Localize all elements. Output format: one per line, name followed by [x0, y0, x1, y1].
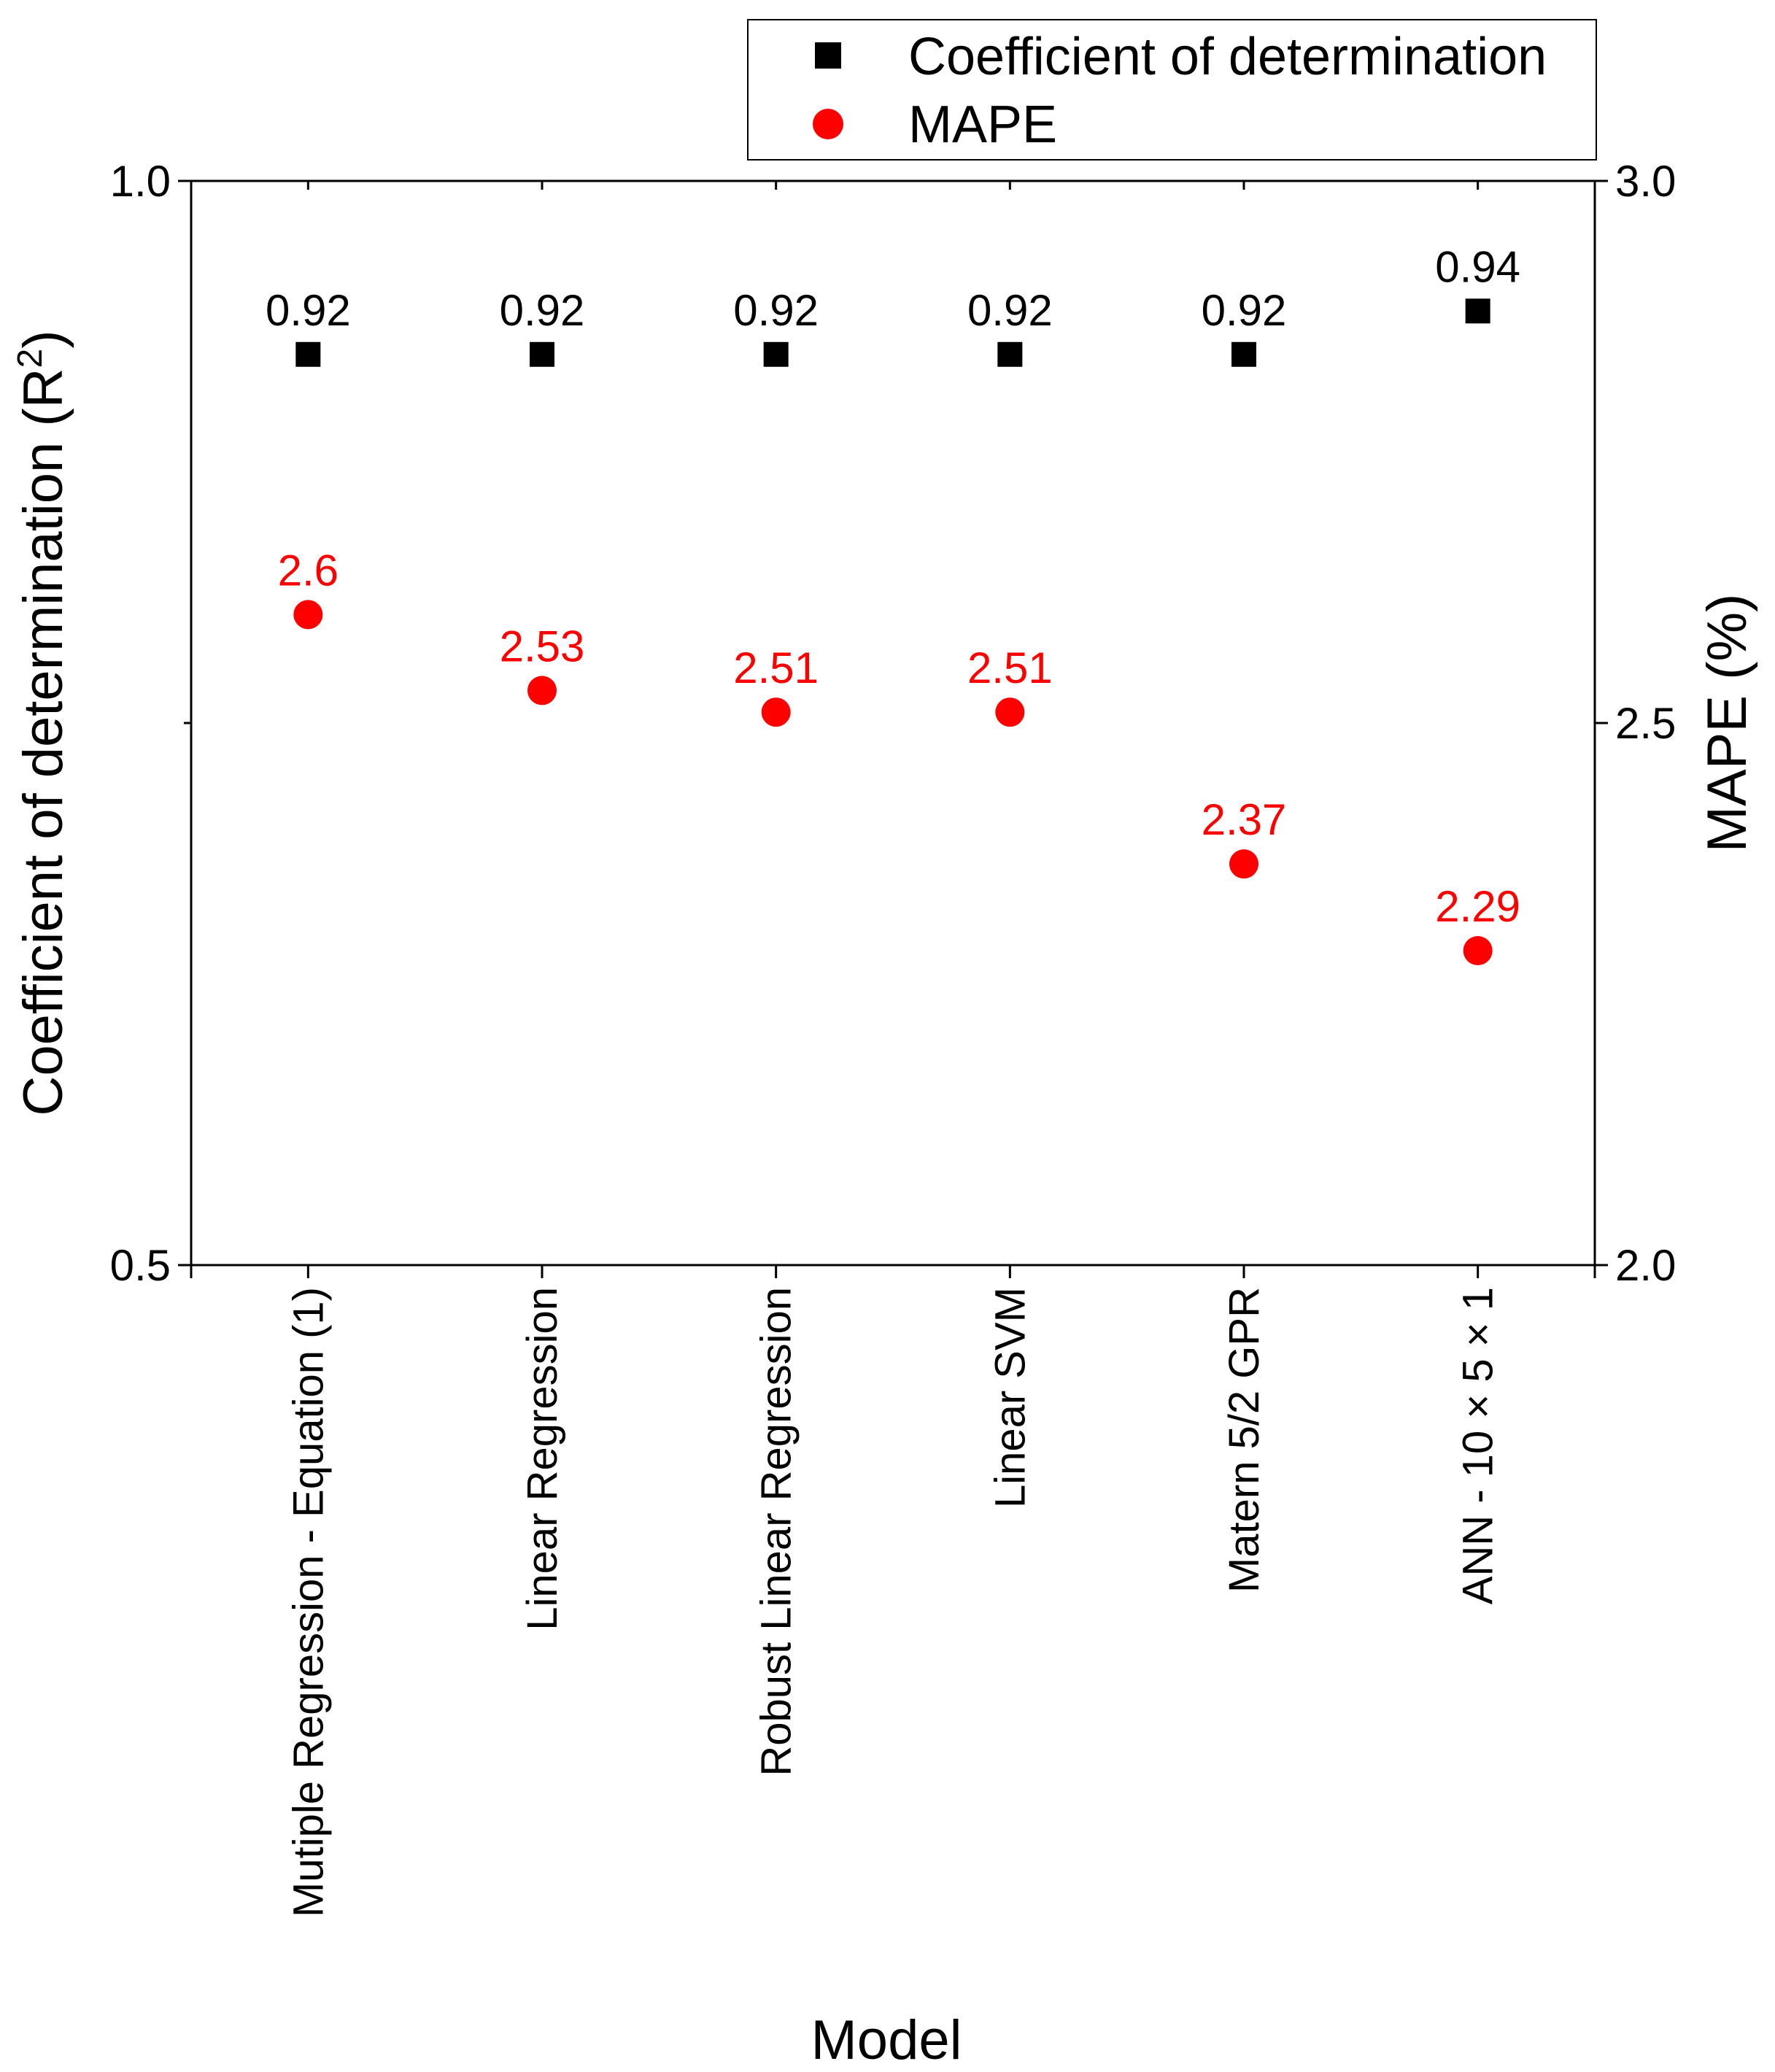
y-axis-left-title-main: Coefficient of determination (R: [12, 368, 74, 1116]
r2-value-label: 0.92: [733, 286, 819, 335]
r2-point: [530, 341, 554, 367]
x-category-label: Robust Linear Regression: [753, 1287, 800, 1777]
right-tick-label: 2.5: [1615, 699, 1676, 748]
r2-point: [763, 341, 789, 367]
mape-value-label: 2.51: [733, 643, 819, 692]
x-category-label: Linear Regression: [519, 1287, 566, 1631]
mape-point: [527, 676, 557, 706]
r2-value-label: 0.92: [266, 286, 351, 335]
left-tick-label: 0.5: [110, 1241, 171, 1290]
left-tick-label: 1.0: [110, 157, 171, 206]
x-category-label: Matern 5/2 GPR: [1221, 1287, 1268, 1593]
r2-value-label: 0.92: [1202, 286, 1287, 335]
y-axis-left-title: Coefficient of determination (R2): [11, 330, 74, 1116]
legend: Coefficient of determination MAPE: [747, 19, 1597, 161]
y-axis-right-title: MAPE (%): [1696, 594, 1758, 853]
mape-point: [1463, 936, 1493, 966]
y-axis-left-title-close: ): [12, 330, 74, 348]
x-category-label: Mutiple Regression - Equation (1): [285, 1287, 332, 1917]
mape-point: [761, 697, 791, 727]
mape-value-label: 2.51: [967, 643, 1053, 692]
plot-area: [190, 179, 1596, 1267]
left-axis-ticks: 0.5 1.0: [110, 157, 191, 1290]
r2-value-label: 0.94: [1435, 242, 1520, 291]
mape-point: [293, 600, 323, 630]
r2-value-label: 0.92: [500, 286, 585, 335]
legend-marker-mape: [813, 109, 843, 139]
series-mape: 2.6 2.53 2.51 2.51 2.37 2.29: [278, 546, 1520, 966]
x-axis-title: Model: [811, 2009, 962, 2071]
right-axis-ticks: 2.0 2.5 3.0: [1595, 157, 1676, 1290]
r2-point: [295, 341, 321, 367]
legend-box: [747, 19, 1597, 161]
r2-point: [1465, 298, 1490, 324]
series-r2: 0.92 0.92 0.92 0.92 0.92 0.94: [266, 242, 1520, 367]
legend-label-r2: Coefficient of determination: [908, 28, 1547, 86]
r2-point: [997, 341, 1023, 367]
right-tick-label: 3.0: [1615, 157, 1676, 206]
mape-value-label: 2.37: [1202, 795, 1287, 844]
mape-value-label: 2.29: [1435, 882, 1520, 931]
mape-point: [995, 697, 1025, 727]
x-category-label: Linear SVM: [986, 1287, 1034, 1508]
right-tick-label: 2.0: [1615, 1241, 1676, 1290]
r2-value-label: 0.92: [967, 286, 1053, 335]
x-category-label: ANN - 10 × 5 × 1: [1455, 1287, 1502, 1604]
legend-label-mape: MAPE: [908, 96, 1057, 154]
mape-point: [1229, 849, 1258, 879]
legend-marker-r2: [815, 42, 841, 69]
mape-value-label: 2.6: [278, 546, 339, 595]
mape-value-label: 2.53: [500, 622, 585, 670]
r2-point: [1231, 341, 1256, 367]
y-axis-left-title-sup: 2: [11, 349, 50, 368]
x-axis-ticks: Mutiple Regression - Equation (1) Linear …: [190, 181, 1596, 1917]
